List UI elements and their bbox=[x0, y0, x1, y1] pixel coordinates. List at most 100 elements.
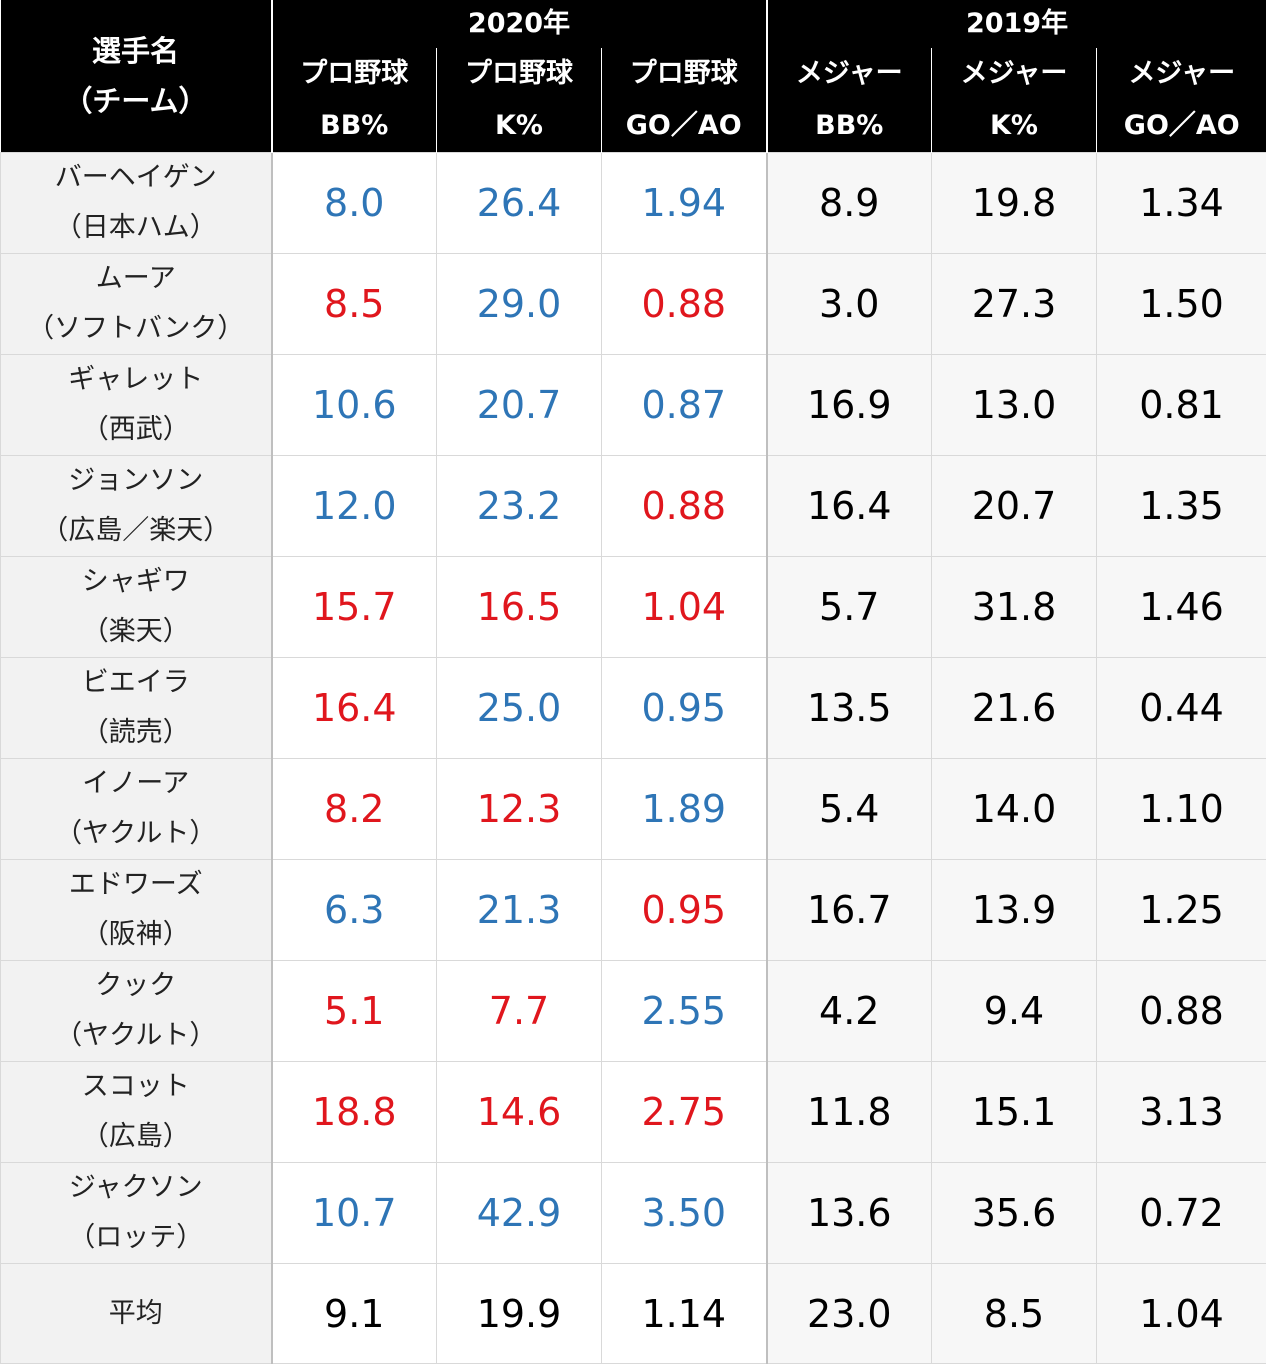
cell-mlb-k: 35.6 bbox=[932, 1163, 1097, 1264]
cell-player: バーヘイゲン（日本ハム） bbox=[1, 153, 272, 254]
cell-mlb-bb: 11.8 bbox=[767, 1062, 932, 1163]
cell-player: ビエイラ（読売） bbox=[1, 658, 272, 759]
cell-npb-k: 16.5 bbox=[437, 557, 602, 658]
cell-player: イノーア（ヤクルト） bbox=[1, 759, 272, 860]
average-cell-mlb-k: 8.5 bbox=[932, 1264, 1097, 1364]
player-name: ジョンソン bbox=[1, 456, 271, 506]
cell-npb-k: 23.2 bbox=[437, 456, 602, 557]
header-npb-k: プロ野球 K% bbox=[437, 48, 602, 153]
cell-npb-bb: 10.7 bbox=[272, 1163, 437, 1264]
cell-npb-k: 26.4 bbox=[437, 153, 602, 254]
header-player-team: 選手名 （チーム） bbox=[1, 0, 272, 153]
header-npb-goao-line1: プロ野球 bbox=[602, 48, 766, 100]
header-npb-bb-line2: BB% bbox=[273, 100, 437, 152]
cell-mlb-k: 27.3 bbox=[932, 254, 1097, 355]
cell-npb-bb: 16.4 bbox=[272, 658, 437, 759]
cell-mlb-goao: 1.25 bbox=[1097, 860, 1266, 961]
cell-mlb-k: 14.0 bbox=[932, 759, 1097, 860]
player-team: （日本ハム） bbox=[1, 203, 271, 253]
player-team: （楽天） bbox=[1, 607, 271, 657]
player-name: イノーア bbox=[1, 759, 271, 809]
cell-mlb-k: 19.8 bbox=[932, 153, 1097, 254]
cell-mlb-goao: 0.44 bbox=[1097, 658, 1266, 759]
cell-npb-k: 7.7 bbox=[437, 961, 602, 1062]
cell-npb-goao: 2.75 bbox=[602, 1062, 767, 1163]
cell-npb-bb: 8.2 bbox=[272, 759, 437, 860]
cell-mlb-k: 15.1 bbox=[932, 1062, 1097, 1163]
cell-npb-goao: 0.95 bbox=[602, 658, 767, 759]
player-name: ムーア bbox=[1, 254, 271, 304]
player-team: （読売） bbox=[1, 708, 271, 758]
cell-mlb-goao: 0.81 bbox=[1097, 355, 1266, 456]
header-npb-bb-line1: プロ野球 bbox=[273, 48, 437, 100]
player-team: （ロッテ） bbox=[1, 1213, 271, 1263]
header-mlb-bb-line2: BB% bbox=[768, 100, 932, 152]
cell-mlb-bb: 3.0 bbox=[767, 254, 932, 355]
cell-npb-k: 29.0 bbox=[437, 254, 602, 355]
cell-mlb-bb: 5.4 bbox=[767, 759, 932, 860]
average-label: 平均 bbox=[1, 1264, 272, 1364]
cell-mlb-k: 21.6 bbox=[932, 658, 1097, 759]
cell-player: クック（ヤクルト） bbox=[1, 961, 272, 1062]
player-team: （ヤクルト） bbox=[1, 1011, 271, 1061]
average-cell-mlb-bb: 23.0 bbox=[767, 1264, 932, 1364]
header-mlb-bb-line1: メジャー bbox=[768, 48, 932, 100]
player-name: スコット bbox=[1, 1062, 271, 1112]
player-team: （広島） bbox=[1, 1112, 271, 1162]
player-name: ギャレット bbox=[1, 355, 271, 405]
cell-npb-bb: 8.0 bbox=[272, 153, 437, 254]
player-name: バーヘイゲン bbox=[1, 153, 271, 203]
cell-mlb-goao: 1.34 bbox=[1097, 153, 1266, 254]
cell-mlb-bb: 13.5 bbox=[767, 658, 932, 759]
header-mlb-goao: メジャー GO／AO bbox=[1097, 48, 1266, 153]
cell-player: スコット（広島） bbox=[1, 1062, 272, 1163]
table-header: 選手名 （チーム） 2020年 2019年 プロ野球 BB% プロ野球 K% プ… bbox=[1, 0, 1266, 153]
header-mlb-bb: メジャー BB% bbox=[767, 48, 932, 153]
player-team: （阪神） bbox=[1, 910, 271, 960]
player-name: クック bbox=[1, 961, 271, 1011]
header-npb-bb: プロ野球 BB% bbox=[272, 48, 437, 153]
cell-mlb-bb: 13.6 bbox=[767, 1163, 932, 1264]
cell-npb-goao: 0.87 bbox=[602, 355, 767, 456]
cell-mlb-bb: 5.7 bbox=[767, 557, 932, 658]
cell-npb-k: 42.9 bbox=[437, 1163, 602, 1264]
header-mlb-k: メジャー K% bbox=[932, 48, 1097, 153]
header-npb-k-line2: K% bbox=[437, 100, 601, 152]
cell-npb-goao: 3.50 bbox=[602, 1163, 767, 1264]
cell-mlb-goao: 1.35 bbox=[1097, 456, 1266, 557]
header-npb-goao-line2: GO／AO bbox=[602, 100, 766, 152]
header-team-label: （チーム） bbox=[1, 76, 271, 126]
cell-npb-bb: 6.3 bbox=[272, 860, 437, 961]
header-player-label: 選手名 bbox=[1, 26, 271, 76]
cell-player: ジョンソン（広島／楽天） bbox=[1, 456, 272, 557]
cell-mlb-bb: 16.4 bbox=[767, 456, 932, 557]
player-team: （広島／楽天） bbox=[1, 506, 271, 556]
cell-npb-bb: 12.0 bbox=[272, 456, 437, 557]
cell-mlb-goao: 1.10 bbox=[1097, 759, 1266, 860]
cell-npb-goao: 2.55 bbox=[602, 961, 767, 1062]
cell-mlb-k: 20.7 bbox=[932, 456, 1097, 557]
cell-npb-goao: 0.88 bbox=[602, 456, 767, 557]
cell-npb-goao: 1.94 bbox=[602, 153, 767, 254]
cell-player: シャギワ（楽天） bbox=[1, 557, 272, 658]
cell-npb-bb: 10.6 bbox=[272, 355, 437, 456]
cell-npb-bb: 15.7 bbox=[272, 557, 437, 658]
cell-mlb-bb: 16.9 bbox=[767, 355, 932, 456]
cell-npb-k: 25.0 bbox=[437, 658, 602, 759]
cell-player: エドワーズ（阪神） bbox=[1, 860, 272, 961]
header-npb-k-line1: プロ野球 bbox=[437, 48, 601, 100]
player-team: （ソフトバンク） bbox=[1, 304, 271, 354]
cell-mlb-goao: 1.46 bbox=[1097, 557, 1266, 658]
